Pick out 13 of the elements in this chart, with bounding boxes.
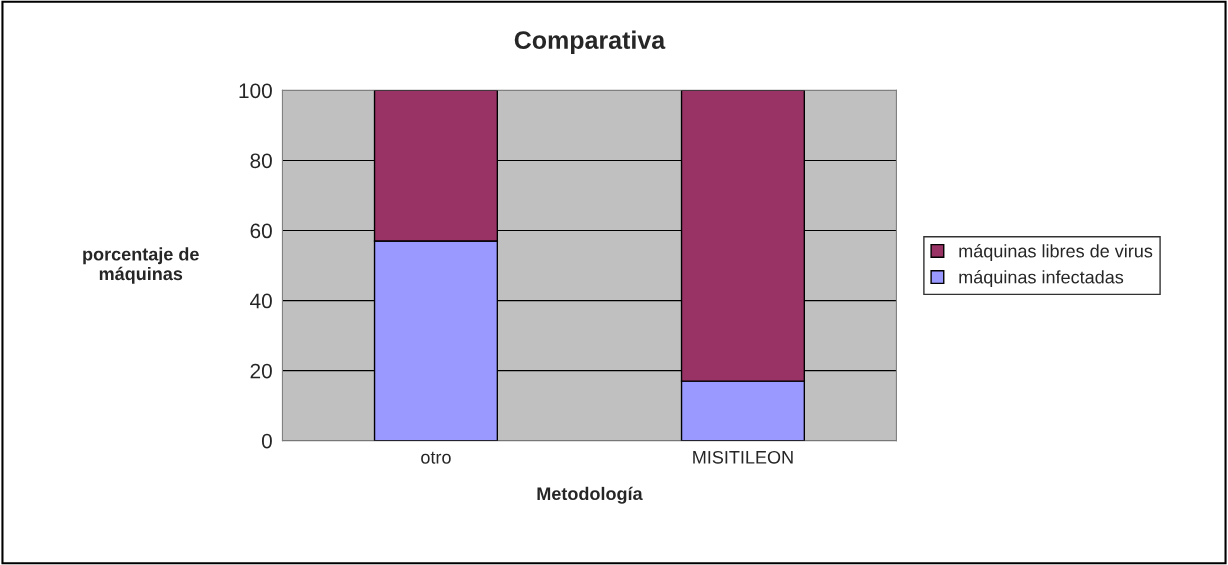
y-tick-label: 40	[250, 293, 272, 309]
x-tick-label: otro	[421, 451, 451, 464]
x-tick-label: MISITILEON	[693, 450, 793, 464]
y-tick-label: 60	[250, 223, 272, 239]
legend-label: máquinas libres de virus	[959, 243, 1153, 262]
y-tick-label: 20	[250, 363, 272, 379]
y-tick-label: 80	[250, 153, 272, 169]
y-tick-label: 100	[239, 83, 272, 99]
x-axis-title: Metodología	[537, 486, 643, 504]
y-tick-label: 0	[261, 433, 272, 449]
y-axis-title: porcentaje de máquinas	[83, 247, 199, 284]
chart-title: Comparativa	[514, 30, 666, 54]
legend-label: máquinas infectadas	[959, 270, 1124, 288]
